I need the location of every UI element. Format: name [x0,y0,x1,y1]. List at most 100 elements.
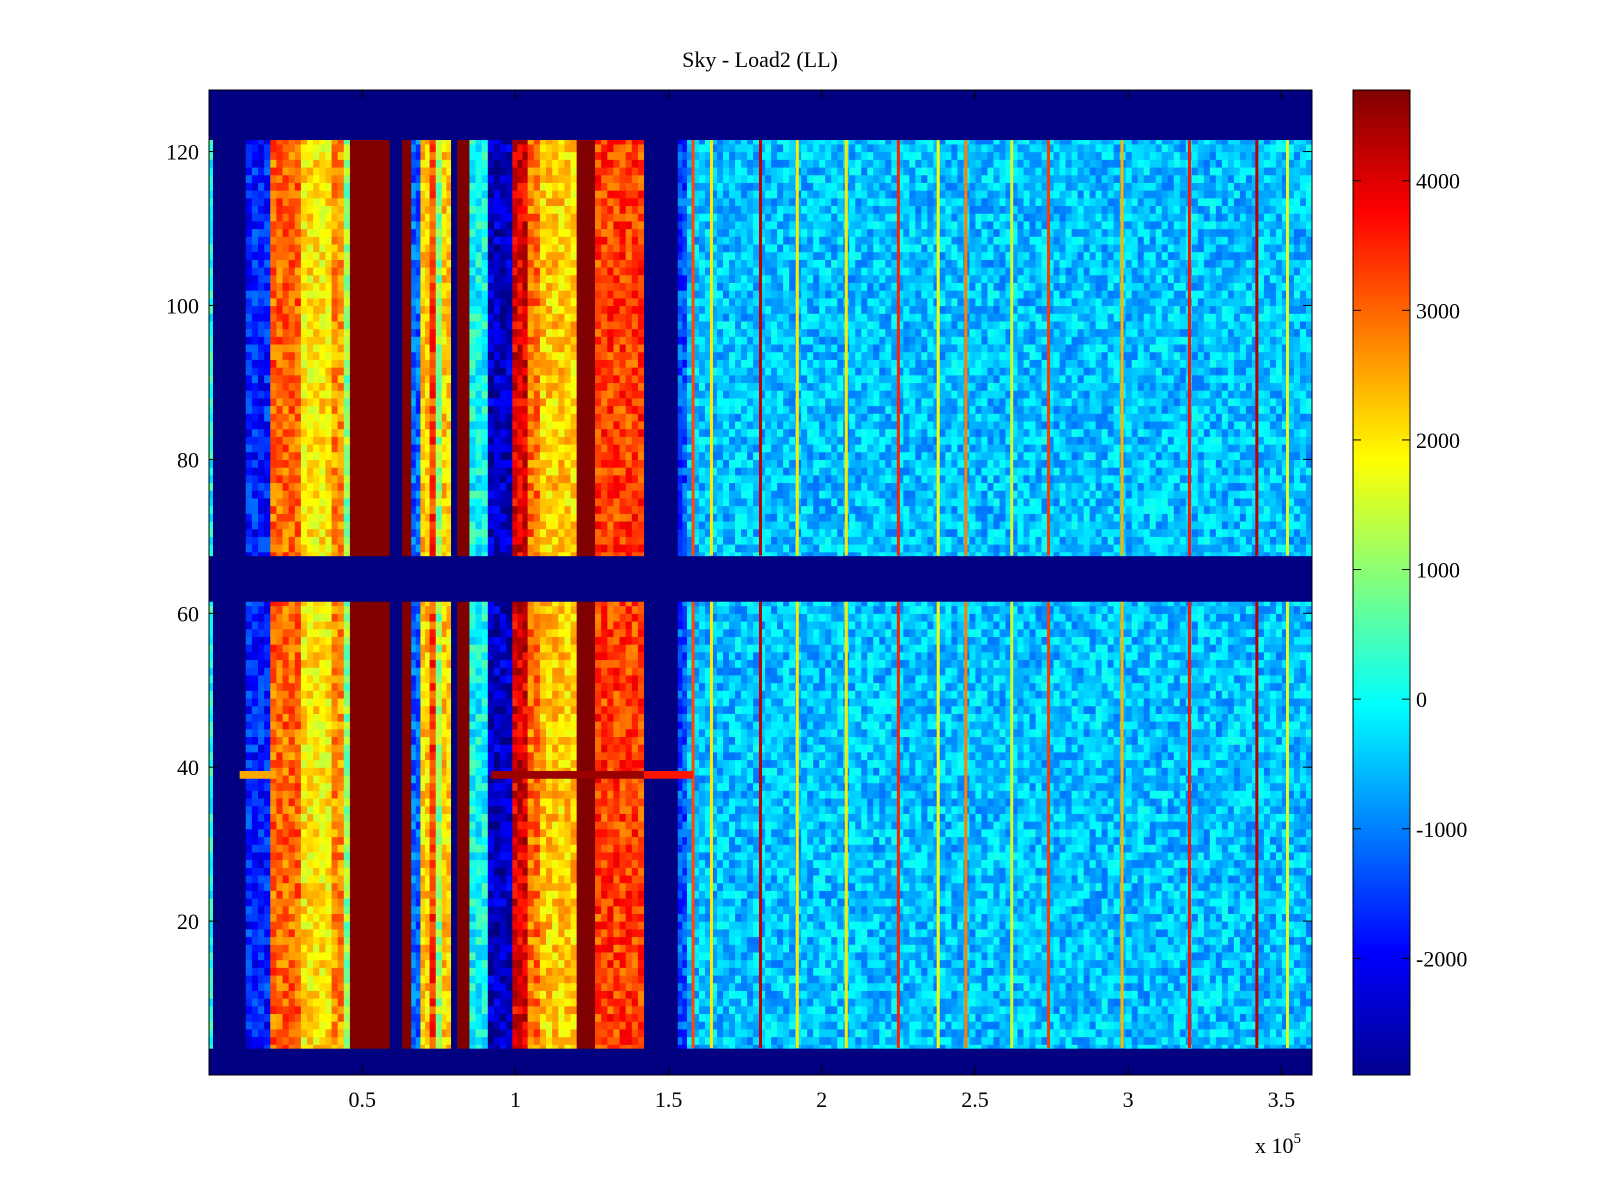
heatmap-cell [402,690,408,699]
heatmap-cell [264,890,271,899]
heatmap-cell [384,705,391,714]
heatmap-cell [420,628,426,637]
heatmap-cell [395,605,403,614]
heatmap-cell [245,805,253,814]
heatmap-cell [607,744,615,753]
heatmap-cell [219,659,227,668]
heatmap-cell [500,774,507,784]
heatmap-cell [349,890,357,899]
heatmap-cell [487,828,495,838]
heatmap-cell [343,790,351,799]
heatmap-cell [367,967,374,976]
heatmap-cell [300,744,308,753]
heatmap-cell [493,613,501,622]
heatmap-cell [607,644,615,653]
heatmap-cell [552,1013,559,1022]
heatmap-cell [325,805,333,814]
heatmap-cell [212,690,221,699]
heatmap-cell [582,821,590,830]
heatmap-cell [552,728,559,738]
heatmap-cell [429,782,437,791]
heatmap-cell [349,797,357,807]
heatmap-cell [601,601,608,607]
heatmap-cell [595,682,602,691]
heatmap-cell [232,1028,240,1038]
heatmap-cell [619,982,627,991]
heatmap-cell [475,628,483,637]
heatmap-cell [469,828,477,838]
heatmap-cell [264,644,271,653]
heatmap-cell [469,844,477,853]
heatmap-cell [425,890,431,899]
heatmap-cell [533,790,541,799]
heatmap-cell [378,944,385,953]
heatmap-cell [619,682,627,691]
heatmap-cell [564,728,572,738]
heatmap-cell [1167,1044,1175,1049]
heatmap-cell [251,1021,259,1030]
heatmap-cell [425,636,431,645]
heatmap-cell [219,874,227,884]
heatmap-cell [425,713,431,722]
heatmap-cell [613,721,621,730]
heatmap-cell [451,759,458,768]
heatmap-cell [677,601,683,607]
heatmap-cell [212,744,221,753]
heatmap-cell [361,636,368,645]
heatmap-cell [420,728,426,738]
heatmap-cell [425,905,431,914]
heatmap-cell [637,1013,645,1022]
heatmap-cell [355,636,362,645]
heatmap-cell [570,882,578,891]
heatmap-cell [349,736,357,745]
heatmap-cell [825,1036,832,1045]
heatmap-cell [463,967,471,976]
heatmap-cell [607,936,615,945]
heatmap-cell [264,751,271,761]
heatmap-cell [232,967,240,976]
heatmap-cell [212,851,221,861]
heatmap-cell [570,1013,578,1022]
heatmap-cell [288,601,296,607]
heatmap-cell [212,805,221,814]
heatmap-cell [493,1036,501,1045]
heatmap-cell [402,667,408,676]
heatmap-cell [395,1044,403,1049]
heatmap-cell [672,890,679,899]
heatmap-cell [644,921,651,930]
heatmap-cell [570,659,578,668]
heatmap-cell [637,859,645,868]
heatmap-cell [337,605,345,614]
heatmap-cell [395,782,403,791]
heatmap-cell [325,898,333,907]
heatmap-cell [517,944,524,953]
heatmap-cell [446,644,452,653]
heatmap-cell [325,1021,333,1030]
heatmap-cell [481,782,489,791]
heatmap-cell [672,613,679,622]
heatmap-cell [644,936,651,945]
heatmap-cell [522,1021,529,1030]
heatmap-cell [435,651,443,661]
heatmap-cell [372,605,379,614]
heatmap-cell [232,697,240,707]
heatmap-cell [469,713,477,722]
heatmap-cell [406,667,412,676]
heatmap-cell [319,659,327,668]
heatmap-cell [552,851,559,861]
heatmap-cell [539,913,547,922]
heatmap-cell [264,736,271,745]
heatmap-cell [425,913,431,922]
heatmap-cell [644,759,651,768]
heatmap-cell [677,821,683,830]
heatmap-cell [527,844,535,853]
heatmap-cell [406,744,412,753]
heatmap-cell [500,813,507,822]
heatmap-cell [319,913,327,922]
heatmap-cell [607,928,615,938]
heatmap-cell [682,1013,688,1022]
heatmap-cell [619,1036,627,1045]
heatmap-cell [441,936,448,945]
heatmap-cell [522,613,529,622]
heatmap-cell [343,744,351,753]
